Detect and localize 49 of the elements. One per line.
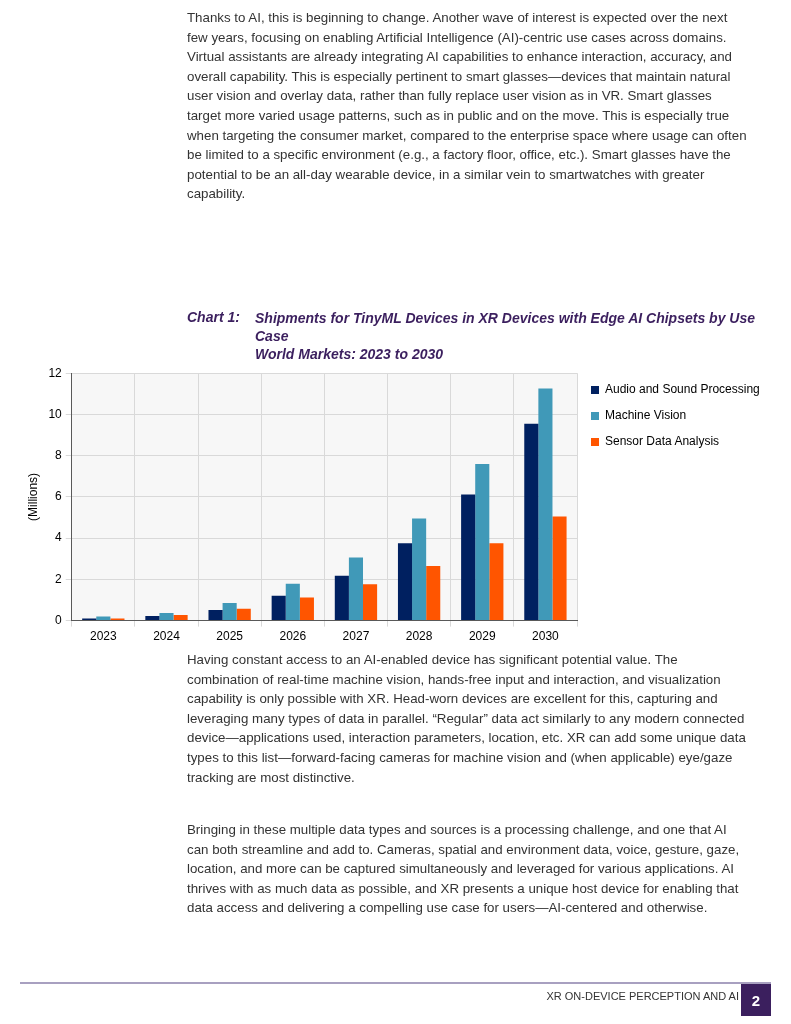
bar: [348, 557, 364, 621]
bar: [208, 609, 223, 621]
text: 2: [741, 984, 771, 1016]
bar: [489, 543, 504, 621]
bar: [552, 516, 567, 621]
chart-subtitle: World Markets: 2023 to 2030: [255, 346, 444, 362]
bar: [236, 608, 251, 621]
x-tick-label: 2027: [342, 629, 370, 644]
text: Thanks to AI, this is beginning to change. Another wave of interest is expected over the next few years, focusing on enabling Artificial Intelligence (AI)-centric use cases across domains. Virtual assistants are already integrating AI capabilities to enhance interaction, accuracy, and overall capability. This is especially pertinent to smart glasses—devices that maintain natural user vision and overlay data, rather than fully replace user vision as in VR. Smart glasses target more varied usage patterns, such as in public and on the move. This is especially true when targeting the consumer market, compared to the enterprise space where usage can often be limited to a specific environment (e.g., a factory floor, office, etc.). Smart glasses have the potential to be an all-day wearable device, in a similar vein to smartwatches with greater capability.: [187, 10, 747, 202]
x-tick-label: 2025: [216, 629, 244, 644]
bar: [412, 518, 427, 621]
legend-label: Audio and Sound Processing: [605, 382, 760, 397]
y-tick-label: 4: [55, 530, 63, 545]
bar: [285, 583, 300, 621]
bar: [222, 603, 237, 621]
x-tick-label: 2029: [468, 629, 496, 644]
y-tick-label: 2: [55, 571, 63, 586]
text: XR ON-DEVICE PERCEPTION AND AI: [546, 990, 739, 1002]
bar: [173, 615, 188, 621]
text: Having constant access to an AI-enabled device has significant potential value. The combination of real-time machine vision, hands-free input and interaction, and visualization capability is only possible with XR. Head-worn devices are excellent for this, capturing and leveraging many types of data in parallel. “Regular” data act similarly to any modern connected device—applications used, interaction parameters, location, etc. XR can add some unique data types to this list—forward-facing cameras for machine vision and (when applicable) eye/gaze tracking are most distinctive.: [187, 651, 747, 787]
x-tick-label: 2028: [405, 629, 433, 644]
bar: [271, 595, 286, 621]
legend-label: Sensor Data Analysis: [605, 434, 720, 449]
y-tick-label: 0: [55, 612, 63, 627]
bar: [334, 575, 349, 621]
y-tick-label: 10: [48, 406, 63, 421]
bar: [538, 388, 553, 621]
x-tick-label: 2026: [279, 629, 307, 644]
bar: [159, 612, 174, 621]
y-tick-label: 12: [48, 365, 63, 380]
y-tick-label: 6: [55, 489, 63, 504]
bar: [363, 584, 378, 621]
bar: [426, 565, 441, 621]
bar: [145, 616, 160, 621]
bar: [299, 597, 314, 621]
bar: [475, 463, 490, 621]
caption: Chart 1:: [187, 309, 241, 327]
y-tick-label: 8: [55, 447, 63, 462]
legend-label: Machine Vision: [605, 408, 687, 423]
bar: [96, 616, 111, 621]
x-tick-label: 2030: [532, 629, 560, 644]
x-tick-label: 2024: [153, 629, 181, 644]
chart-title: Shipments for TinyML Devices in XR Devices with Edge AI Chipsets by Use Case: [255, 310, 755, 344]
y-axis-title: (Millions): [25, 472, 40, 521]
bar: [524, 423, 539, 621]
bar: [397, 543, 413, 621]
bar: [461, 494, 476, 621]
text: Bringing in these multiple data types and sources is a processing challenge, and one that AI can both streamline and add to. Cameras, spatial and environment data, voice, gesture, gaze, location, and more can be captured simultaneously and leveraged for various applications. AI thrives with as much data as possible, and XR presents a unique host device for enabling that data access and delivering a compelling use case for users—AI-centered and otherwise.: [187, 821, 741, 918]
x-tick-label: 2023: [89, 629, 117, 644]
